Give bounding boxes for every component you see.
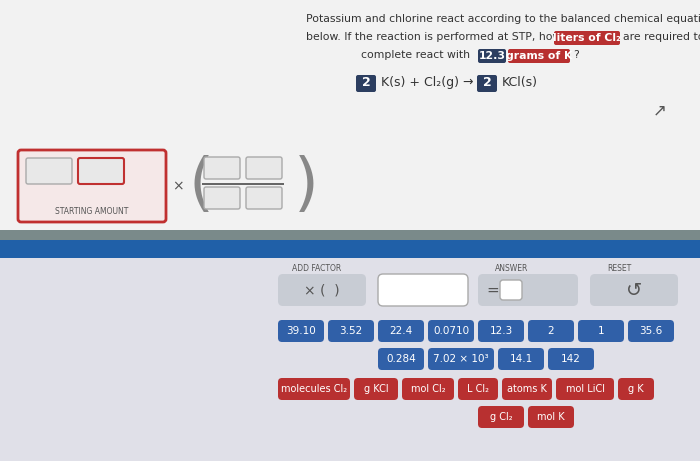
Text: 2: 2: [482, 77, 491, 89]
FancyBboxPatch shape: [478, 49, 506, 63]
Text: 0.0710: 0.0710: [433, 326, 469, 336]
FancyBboxPatch shape: [477, 75, 497, 92]
FancyBboxPatch shape: [478, 274, 578, 306]
Text: ×: ×: [172, 179, 184, 193]
FancyBboxPatch shape: [478, 320, 524, 342]
FancyBboxPatch shape: [356, 75, 376, 92]
Text: 22.4: 22.4: [389, 326, 412, 336]
Text: g Cl₂: g Cl₂: [490, 412, 512, 422]
Text: 14.1: 14.1: [510, 354, 533, 364]
Text: g K: g K: [628, 384, 644, 394]
Text: RESET: RESET: [607, 264, 631, 273]
Text: 35.6: 35.6: [639, 326, 663, 336]
FancyBboxPatch shape: [618, 378, 654, 400]
Text: 1: 1: [598, 326, 604, 336]
FancyBboxPatch shape: [78, 158, 124, 184]
FancyBboxPatch shape: [478, 406, 524, 428]
Text: below. If the reaction is performed at STP, how many: below. If the reaction is performed at S…: [306, 32, 596, 42]
FancyBboxPatch shape: [548, 348, 594, 370]
Text: STARTING AMOUNT: STARTING AMOUNT: [55, 207, 129, 216]
FancyBboxPatch shape: [18, 150, 166, 222]
FancyBboxPatch shape: [278, 320, 324, 342]
Text: 3.52: 3.52: [340, 326, 363, 336]
Text: 0.284: 0.284: [386, 354, 416, 364]
Text: are required to: are required to: [623, 32, 700, 42]
FancyBboxPatch shape: [528, 406, 574, 428]
Text: (: (: [188, 155, 213, 217]
FancyBboxPatch shape: [278, 274, 366, 306]
FancyBboxPatch shape: [528, 320, 574, 342]
Text: 142: 142: [561, 354, 581, 364]
Text: 2: 2: [362, 77, 370, 89]
Text: Potassium and chlorine react according to the balanced chemical equation shown: Potassium and chlorine react according t…: [306, 14, 700, 24]
Text: ADD FACTOR: ADD FACTOR: [292, 264, 342, 273]
Text: K(s) + Cl₂(g) →: K(s) + Cl₂(g) →: [381, 76, 473, 89]
FancyBboxPatch shape: [204, 187, 240, 209]
Bar: [0, 258, 700, 461]
FancyBboxPatch shape: [508, 49, 570, 63]
Text: 7.02 × 10³: 7.02 × 10³: [433, 354, 489, 364]
FancyBboxPatch shape: [26, 158, 72, 184]
Text: complete react with: complete react with: [361, 50, 470, 60]
Text: 39.10: 39.10: [286, 326, 316, 336]
Text: 12.3: 12.3: [479, 51, 505, 61]
Text: mol K: mol K: [537, 412, 565, 422]
FancyBboxPatch shape: [458, 378, 498, 400]
FancyBboxPatch shape: [204, 157, 240, 179]
Text: 12.3: 12.3: [489, 326, 512, 336]
Text: ↗: ↗: [653, 101, 667, 119]
Text: =: =: [486, 283, 498, 297]
FancyBboxPatch shape: [354, 378, 398, 400]
Text: liters of Cl₂: liters of Cl₂: [553, 33, 621, 43]
FancyBboxPatch shape: [628, 320, 674, 342]
Text: mol Cl₂: mol Cl₂: [411, 384, 445, 394]
FancyBboxPatch shape: [428, 348, 494, 370]
FancyBboxPatch shape: [402, 378, 454, 400]
Text: × (  ): × ( ): [304, 283, 340, 297]
FancyBboxPatch shape: [556, 378, 614, 400]
Bar: [0, 230, 700, 240]
FancyBboxPatch shape: [554, 31, 620, 45]
FancyBboxPatch shape: [246, 187, 282, 209]
Text: grams of K: grams of K: [506, 51, 572, 61]
Text: g KCl: g KCl: [364, 384, 388, 394]
FancyBboxPatch shape: [378, 348, 424, 370]
FancyBboxPatch shape: [498, 348, 544, 370]
Text: atoms K: atoms K: [507, 384, 547, 394]
Text: 2: 2: [547, 326, 554, 336]
FancyBboxPatch shape: [502, 378, 552, 400]
Text: ANSWER: ANSWER: [495, 264, 528, 273]
Text: mol LiCl: mol LiCl: [566, 384, 605, 394]
Text: KCl(s): KCl(s): [502, 76, 538, 89]
Bar: [0, 0, 700, 238]
FancyBboxPatch shape: [378, 320, 424, 342]
Bar: [0, 240, 700, 258]
FancyBboxPatch shape: [246, 157, 282, 179]
Text: ?: ?: [573, 50, 579, 60]
FancyBboxPatch shape: [278, 378, 350, 400]
Bar: [202, 183, 284, 185]
Text: molecules Cl₂: molecules Cl₂: [281, 384, 347, 394]
FancyBboxPatch shape: [328, 320, 374, 342]
Text: L Cl₂: L Cl₂: [467, 384, 489, 394]
Text: ↺: ↺: [626, 280, 642, 300]
FancyBboxPatch shape: [378, 274, 468, 306]
FancyBboxPatch shape: [500, 280, 522, 300]
FancyBboxPatch shape: [578, 320, 624, 342]
FancyBboxPatch shape: [428, 320, 474, 342]
FancyBboxPatch shape: [590, 274, 678, 306]
Text: ): ): [294, 155, 319, 217]
